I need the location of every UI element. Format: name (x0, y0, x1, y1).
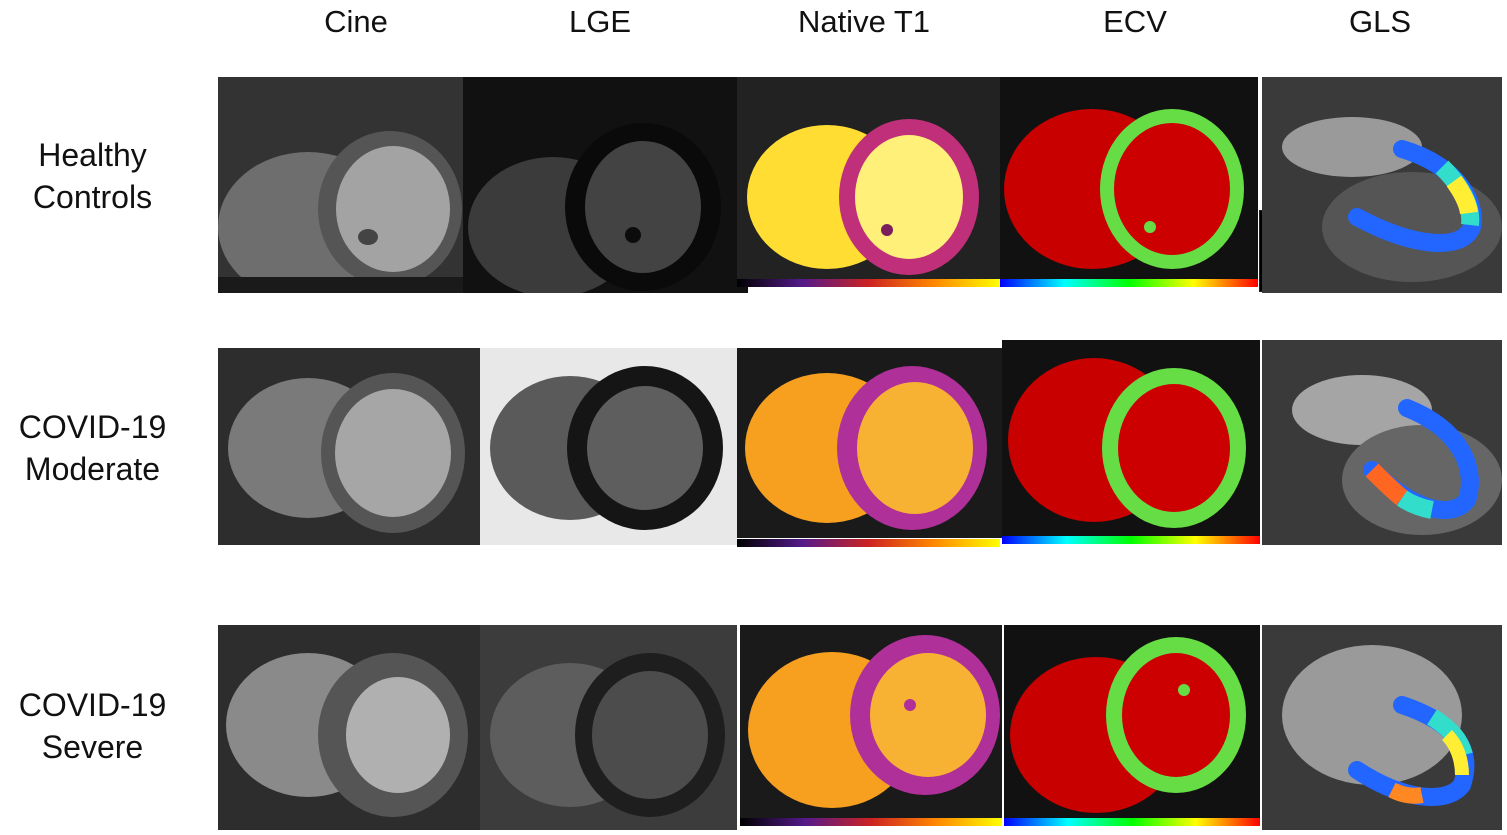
gls-image-moderate (1262, 340, 1502, 545)
row-label-covid-severe: COVID-19 Severe (0, 684, 185, 768)
native-t1-map-healthy (737, 77, 1000, 287)
native-t1-colorbar-healthy (737, 279, 1000, 287)
row-label-healthy-controls: Healthy Controls (0, 134, 185, 218)
row-label-line2: Controls (32, 179, 153, 215)
column-header-cine: Cine (324, 4, 388, 39)
ecv-colorbar-healthy (1000, 279, 1258, 287)
native-t1-colorbar-severe (740, 818, 1002, 826)
lge-image-severe (480, 625, 737, 830)
ecv-colorbar-severe (1004, 818, 1260, 826)
row-label-line2: Moderate (24, 451, 161, 487)
gls-image-severe (1262, 625, 1502, 830)
ecv-colorbar-moderate (1002, 536, 1260, 544)
ecv-map-healthy (1000, 77, 1258, 279)
column-header-gls: GLS (1348, 4, 1412, 39)
ecv-map-severe (1004, 625, 1260, 818)
row-label-line1: Healthy (38, 137, 147, 173)
cine-image-moderate (218, 348, 480, 545)
native-t1-map-moderate (737, 348, 1002, 538)
gls-image-healthy (1262, 77, 1502, 293)
lge-image-moderate (480, 348, 737, 545)
column-header-lge: LGE (568, 4, 632, 39)
native-t1-colorbar-moderate (737, 539, 1000, 547)
column-header-ecv: ECV (1103, 4, 1167, 39)
row-label-line2: Severe (41, 729, 144, 765)
column-header-native-t1: Native T1 (797, 4, 931, 39)
row-label-line1: COVID-19 (18, 687, 167, 723)
native-t1-map-severe (740, 625, 1002, 818)
lge-image-healthy (463, 77, 748, 293)
cine-image-healthy (218, 77, 463, 293)
cine-image-severe (218, 625, 480, 830)
ecv-map-moderate (1002, 340, 1260, 536)
row-label-line1: COVID-19 (18, 409, 167, 445)
row-label-covid-moderate: COVID-19 Moderate (0, 406, 185, 490)
